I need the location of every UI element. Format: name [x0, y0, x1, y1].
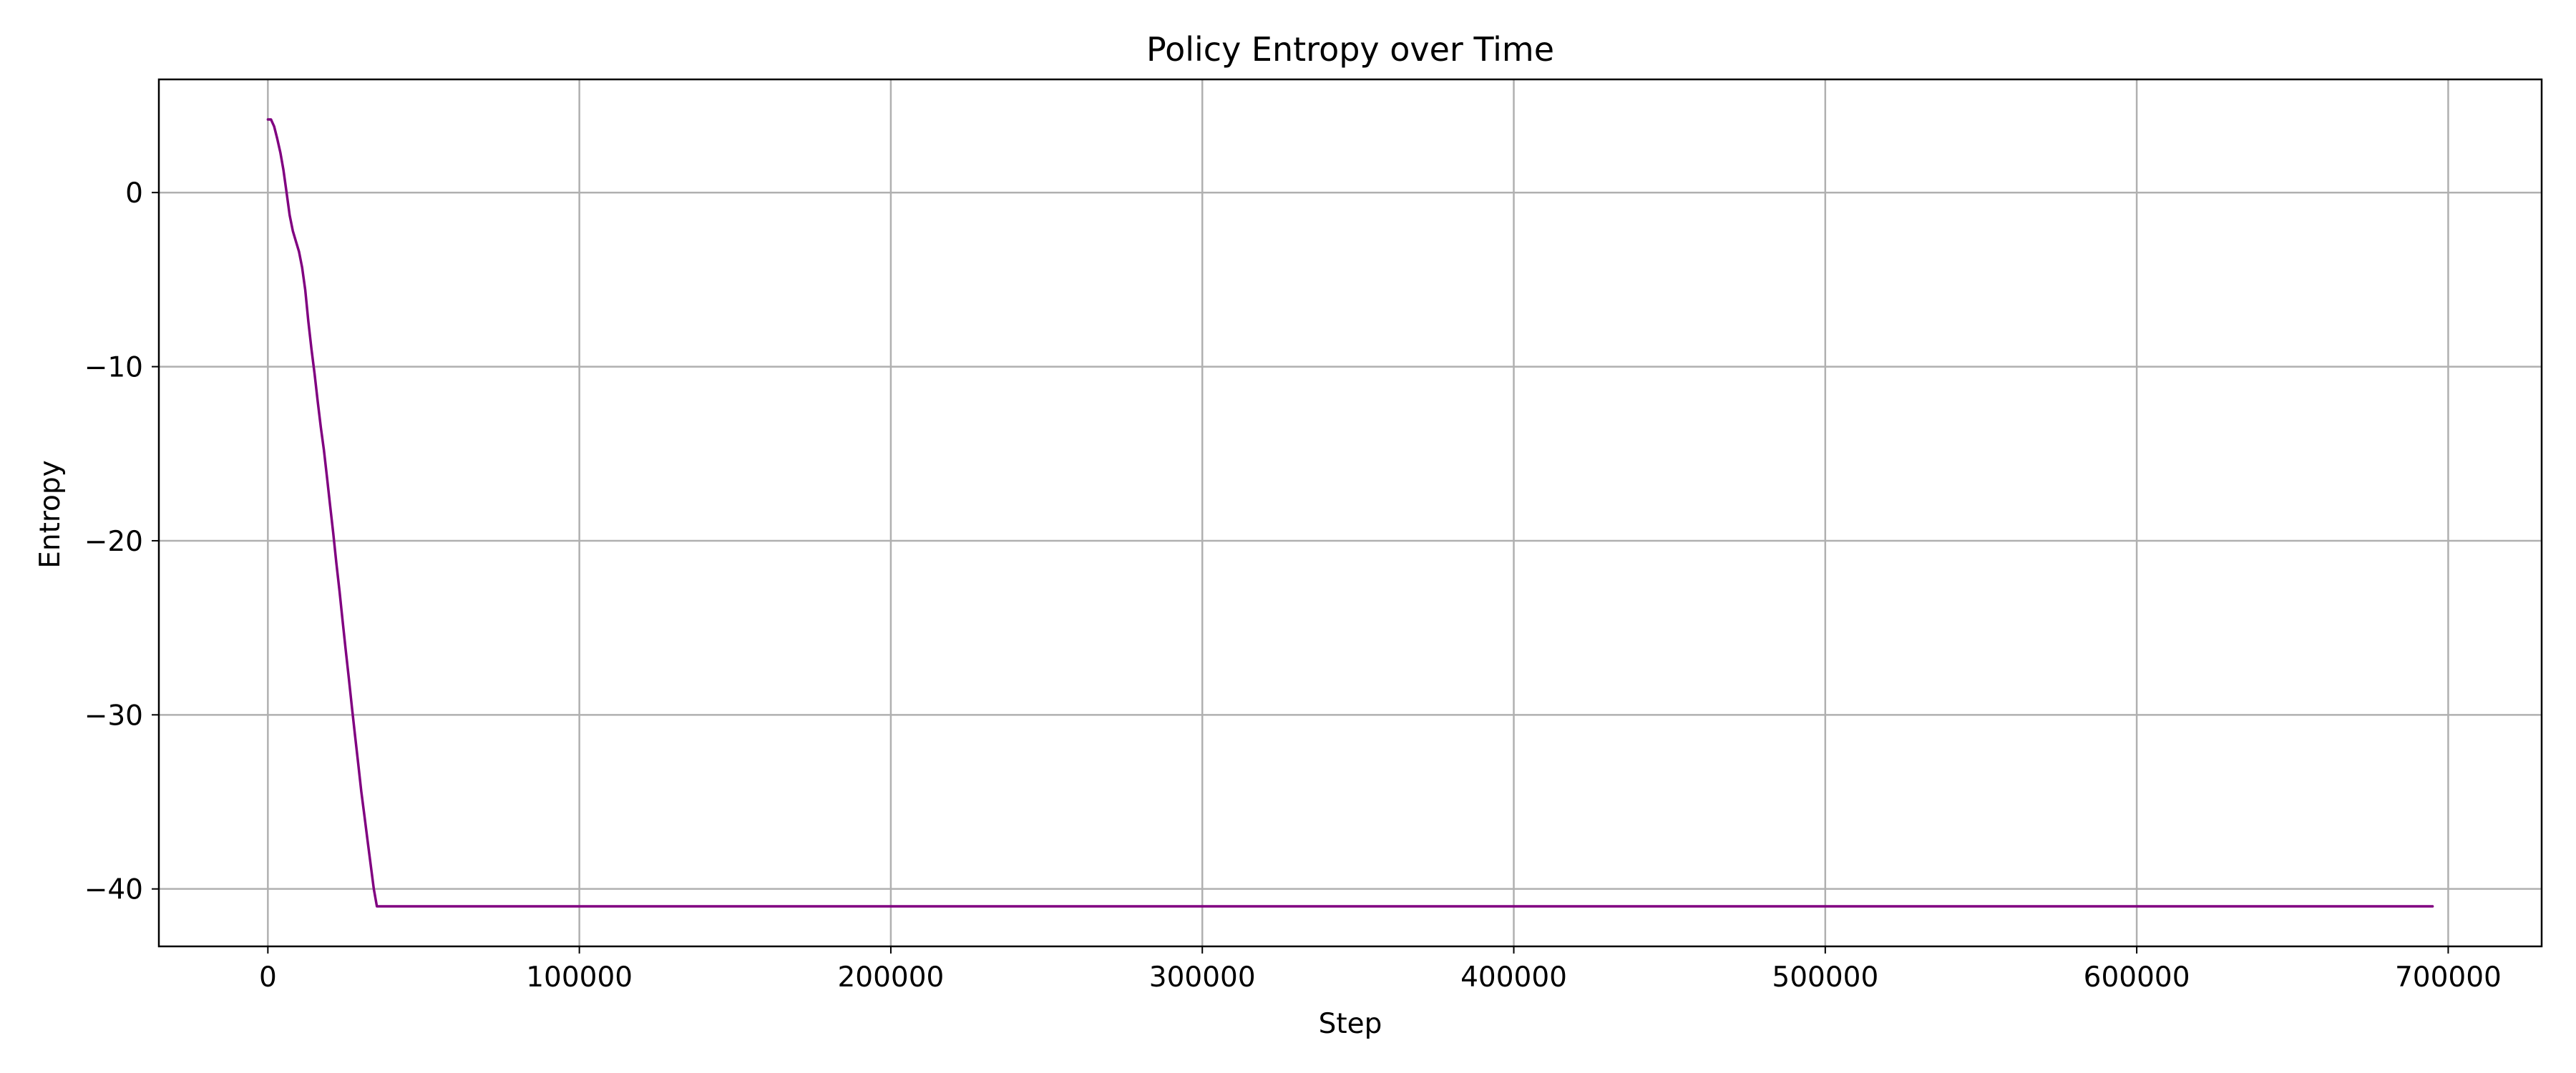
x-tick-label: 600000: [2084, 961, 2190, 994]
x-tick-label: 0: [259, 961, 277, 994]
axis-ticks: 0 100000 200000 300000 400000 500000 600000 700…: [84, 177, 2502, 994]
x-tick-label: 100000: [526, 961, 633, 994]
y-tick-label: −20: [84, 526, 143, 558]
x-tick-label: 500000: [1772, 961, 1878, 994]
y-tick-label: 0: [125, 177, 143, 210]
x-tick-label: 300000: [1149, 961, 1256, 994]
x-tick-label: 200000: [837, 961, 944, 994]
chart-title: Policy Entropy over Time: [1146, 30, 1554, 69]
x-tick-label: 400000: [1460, 961, 1567, 994]
y-tick-label: −40: [84, 874, 143, 906]
y-axis-label: Entropy: [34, 460, 67, 569]
plot-frame: [157, 78, 2543, 948]
grid-lines: [159, 79, 2542, 946]
y-tick-label: −30: [84, 700, 143, 732]
y-tick-label: −10: [84, 352, 143, 384]
entropy-series-line: [266, 118, 2434, 908]
x-axis-label: Step: [1319, 1008, 1382, 1040]
series-layer: [266, 118, 2434, 908]
x-tick-label: 700000: [2395, 961, 2502, 994]
